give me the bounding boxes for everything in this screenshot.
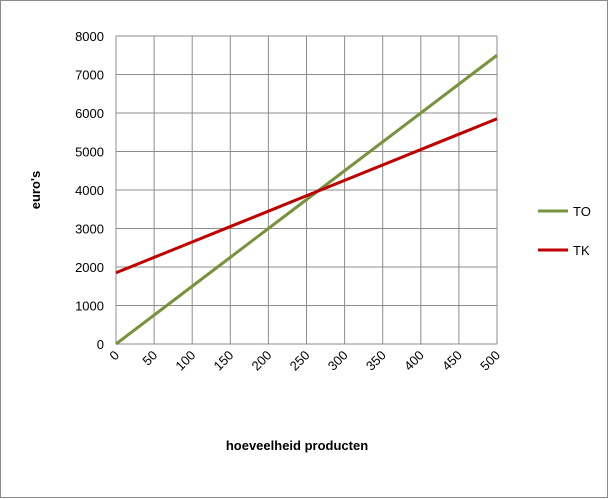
legend-label: TO	[573, 204, 591, 219]
y-tick-label: 5000	[75, 145, 104, 160]
x-axis-label: hoeveelheid producten	[226, 438, 368, 453]
y-tick-label: 0	[97, 337, 104, 352]
y-tick-label: 1000	[75, 299, 104, 314]
y-tick-label: 4000	[75, 183, 104, 198]
data-line	[115, 117, 498, 275]
data-line	[115, 54, 498, 346]
y-tick-label: 6000	[75, 106, 104, 121]
y-tick-label: 2000	[75, 260, 104, 275]
legend-label: TK	[573, 243, 590, 258]
y-axis-label: euro's	[28, 171, 43, 210]
y-tick-label: 3000	[75, 222, 104, 237]
y-tick-label: 7000	[75, 68, 104, 83]
y-tick-label: 8000	[75, 29, 104, 44]
